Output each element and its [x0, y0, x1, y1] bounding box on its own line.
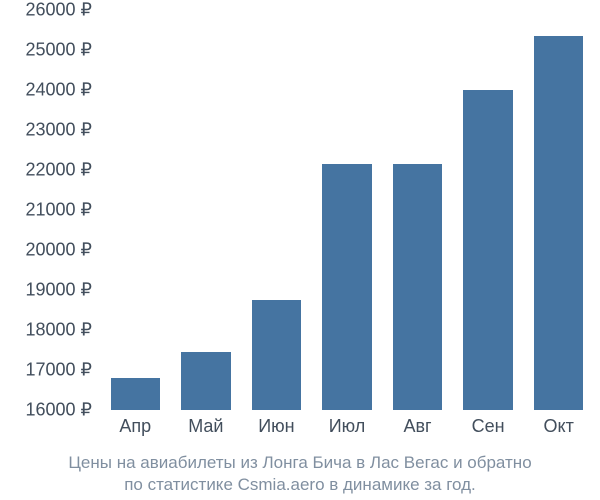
- y-tick-label: 23000 ₽: [25, 120, 92, 141]
- y-tick-label: 22000 ₽: [25, 160, 92, 181]
- y-tick-label: 25000 ₽: [25, 40, 92, 61]
- caption-line-1: Цены на авиабилеты из Лонга Бича в Лас В…: [68, 453, 531, 472]
- y-tick-label: 21000 ₽: [25, 200, 92, 221]
- x-tick-label: Май: [188, 416, 223, 437]
- y-axis: 16000 ₽17000 ₽18000 ₽19000 ₽20000 ₽21000…: [6, 10, 100, 410]
- x-tick-label: Сен: [472, 416, 505, 437]
- y-tick-label: 16000 ₽: [25, 400, 92, 421]
- x-tick-label: Авг: [403, 416, 431, 437]
- bar: [252, 300, 301, 410]
- bar: [393, 164, 442, 410]
- bar: [322, 164, 371, 410]
- y-tick-label: 18000 ₽: [25, 320, 92, 341]
- chart-caption: Цены на авиабилеты из Лонга Бича в Лас В…: [0, 452, 600, 496]
- y-tick-label: 20000 ₽: [25, 240, 92, 261]
- x-tick-label: Апр: [119, 416, 151, 437]
- x-axis: Апр Май Июн Июл Авг Сен Окт: [100, 416, 594, 446]
- x-tick-label: Июл: [329, 416, 366, 437]
- caption-line-2: по статистике Csmia.aero в динамике за г…: [124, 475, 476, 494]
- x-tick-label: Июн: [258, 416, 294, 437]
- y-tick-label: 17000 ₽: [25, 360, 92, 381]
- price-chart: 16000 ₽ 17000 ₽ 18000 ₽ 19000 ₽ 20000 ₽ 21000…: [6, 10, 594, 494]
- bar: [534, 36, 583, 410]
- bar: [111, 378, 160, 410]
- y-tick-label: 24000 ₽: [25, 80, 92, 101]
- x-tick-label: Окт: [544, 416, 574, 437]
- plot-area: [100, 10, 594, 410]
- bar: [463, 90, 512, 410]
- y-tick-label: 19000 ₽: [25, 280, 92, 301]
- bar: [181, 352, 230, 410]
- y-tick-label: 26000 ₽: [25, 0, 92, 21]
